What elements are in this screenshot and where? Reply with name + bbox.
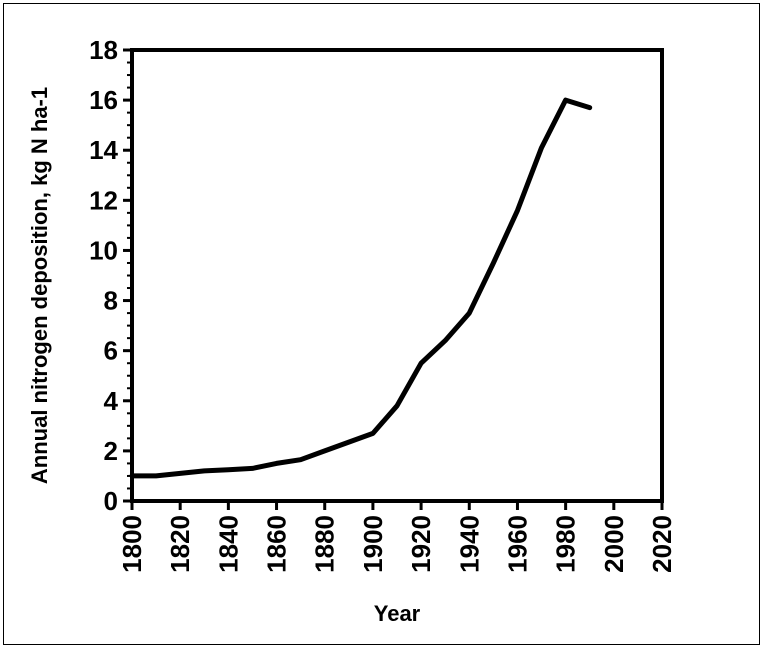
x-tick-label: 1980 — [551, 515, 581, 573]
y-tick-label: 6 — [104, 336, 118, 366]
x-tick-label: 1800 — [117, 515, 147, 573]
y-tick-label: 14 — [89, 135, 118, 165]
x-tick-label: 1900 — [358, 515, 388, 573]
x-axis-title: Year — [374, 601, 421, 626]
chart-frame — [3, 3, 760, 645]
y-tick-label: 12 — [89, 185, 118, 215]
x-tick-label: 1940 — [454, 515, 484, 573]
x-tick-labels: 1800 1820 1840 1860 1880 1900 1920 1940 1960 1980… — [117, 515, 677, 573]
y-axis-title: Annual nitrogen deposition, kg N ha-1 — [27, 87, 52, 484]
y-tick-label: 10 — [89, 235, 118, 265]
series-layer — [129, 97, 593, 479]
y-tick-label: 8 — [104, 286, 118, 316]
y-tick-label: 16 — [89, 85, 118, 115]
x-tick-label: 2000 — [599, 515, 629, 573]
x-tick-label: 1960 — [502, 515, 532, 573]
y-tick-label: 2 — [104, 436, 118, 466]
x-tick-label: 1840 — [213, 515, 243, 573]
y-tick-label: 4 — [104, 386, 119, 416]
x-tick-label: 1860 — [262, 515, 292, 573]
x-tick-label: 2020 — [647, 515, 677, 573]
y-tick-label: 0 — [104, 486, 118, 516]
x-tick-label: 1820 — [165, 515, 195, 573]
y-tick-labels: 0 2 4 6 8 10 12 14 16 18 — [89, 35, 118, 516]
series-line — [129, 97, 593, 479]
x-tick-label: 1920 — [406, 515, 436, 573]
plot-area — [130, 48, 664, 503]
x-tick-label: 1880 — [310, 515, 340, 573]
y-tick-label: 18 — [89, 35, 118, 65]
